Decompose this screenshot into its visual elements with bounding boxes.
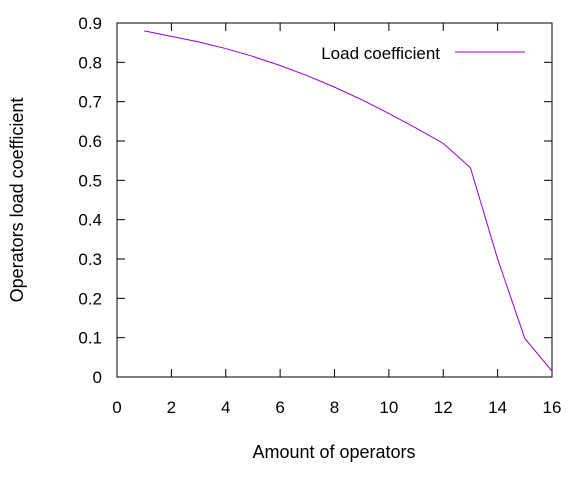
legend-label: Load coefficient — [321, 44, 440, 63]
ticks — [116, 22, 553, 378]
x-tick-label: 8 — [330, 398, 339, 417]
series — [144, 30, 553, 372]
x-tick-label: 6 — [275, 398, 284, 417]
x-axis-title: Amount of operators — [252, 442, 415, 462]
legend: Load coefficient — [321, 44, 525, 63]
y-tick-label: 0.3 — [78, 250, 102, 269]
y-tick-label: 0.1 — [78, 329, 102, 348]
y-axis-title: Operators load coefficient — [7, 98, 27, 303]
x-tick-label: 10 — [379, 398, 398, 417]
tick-labels: 0 2 4 6 8 10 12 14 16 0 0.1 0.2 0.3 0.4 0.5 0.6 0.7 0.8 0.… — [78, 14, 561, 417]
plot-frame-group — [116, 22, 553, 378]
x-tick-label: 12 — [434, 398, 453, 417]
y-tick-label: 0.2 — [78, 289, 102, 308]
x-tick-label: 14 — [488, 398, 507, 417]
y-tick-label: 0.5 — [78, 171, 102, 190]
y-tick-label: 0.4 — [78, 211, 102, 230]
y-tick-label: 0.6 — [78, 132, 102, 151]
y-tick-label: 0.7 — [78, 93, 102, 112]
y-tick-label: 0.9 — [78, 14, 102, 33]
plot-frame — [116, 22, 553, 378]
series-line — [144, 30, 553, 372]
y-tick-label: 0.8 — [78, 53, 102, 72]
y-tick-label: 0 — [93, 368, 102, 387]
x-tick-label: 0 — [112, 398, 121, 417]
x-tick-label: 16 — [543, 398, 562, 417]
x-tick-label: 2 — [167, 398, 176, 417]
x-tick-label: 4 — [221, 398, 230, 417]
